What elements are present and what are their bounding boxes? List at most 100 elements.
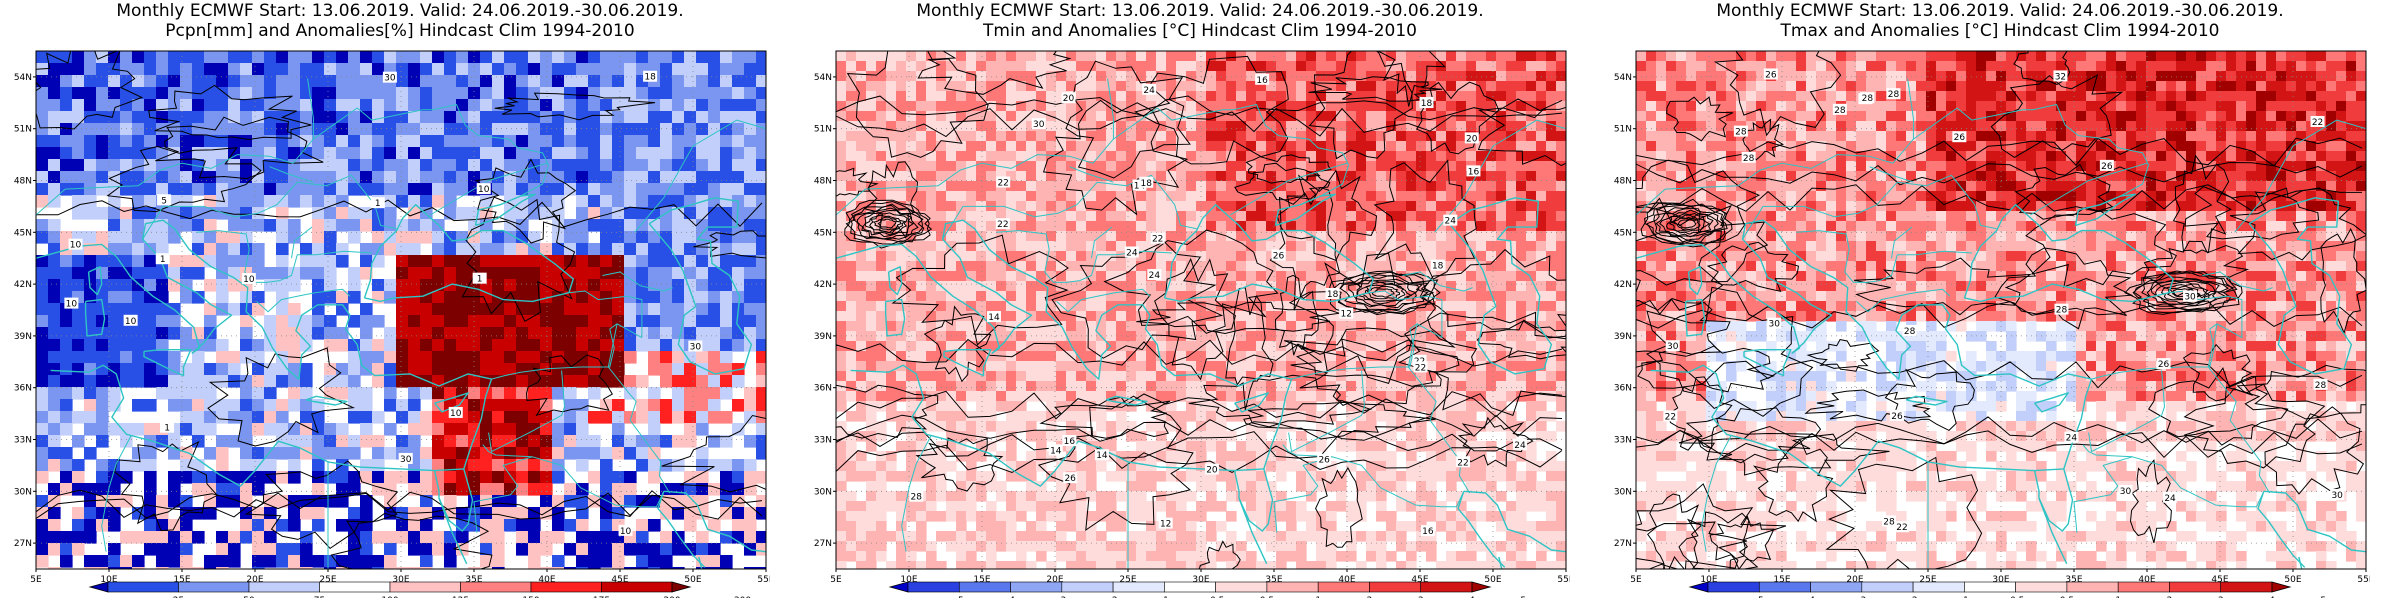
- colorbar-tick-label: 3: [1418, 596, 1424, 598]
- lat-label: 51N: [1614, 125, 1632, 135]
- colorbar-box: [1266, 581, 1319, 593]
- lat-label: 39N: [814, 332, 832, 342]
- contour-labels: 10 30 10 10 30 1 10 10 18 10 30 1 1 10 5 1: [64, 70, 703, 537]
- contour-label: 24: [1512, 438, 1527, 451]
- contour-label: 32: [2053, 70, 2068, 82]
- contour-label: 30: [1665, 340, 1680, 352]
- lon-label: 5E: [1630, 575, 1642, 585]
- contour-label: 28: [909, 490, 924, 503]
- svg-text:10: 10: [450, 409, 462, 419]
- lon-label: 35E: [465, 575, 482, 585]
- lon-label: 5E: [30, 575, 42, 585]
- contour-label: 20: [1464, 132, 1479, 144]
- lat-label: 42N: [14, 280, 32, 290]
- lon-label: 10E: [100, 575, 117, 585]
- lon-label: 30E: [392, 575, 409, 585]
- coastlines: [36, 193, 766, 569]
- contour-label: 24: [2064, 431, 2079, 444]
- colorbar-tick-label: 0.5: [2060, 596, 2074, 598]
- lat-label: 39N: [1614, 332, 1632, 342]
- svg-text:10: 10: [243, 275, 255, 285]
- graticule: [836, 51, 1566, 569]
- contour-label: 28: [2054, 303, 2069, 316]
- colorbar-box: [2117, 581, 2170, 593]
- contour-label: 12: [1339, 307, 1354, 320]
- colorbar-box: [907, 581, 960, 593]
- lat-label: 48N: [814, 177, 832, 187]
- colorbar-box: [2169, 581, 2222, 593]
- lon-label: 30E: [1992, 575, 2009, 585]
- colorbar-tick-label: 5: [2320, 596, 2326, 598]
- country-borders: [36, 78, 766, 569]
- colorbar-tick-label: -3: [1857, 596, 1866, 598]
- colorbar-tick-label: 200: [663, 596, 680, 598]
- contour-label: 22: [2310, 115, 2325, 128]
- tmax-map: 2422262830242826222830222628283230282628…: [1614, 50, 2370, 598]
- colorbar-box: [1964, 581, 2016, 593]
- contour-label: 18: [643, 70, 658, 83]
- contour-label: 1: [155, 253, 170, 265]
- contour-label: 16: [1420, 525, 1435, 537]
- lat-label: 45N: [1614, 228, 1632, 238]
- colorbar-box: [389, 581, 461, 593]
- panel-title-line2: Tmax and Anomalies [°C] Hindcast Clim 19…: [1780, 21, 2220, 41]
- contour-label: 24: [2163, 491, 2178, 504]
- colorbar-tick-label: -0.5: [1207, 596, 1225, 598]
- panel-title-line1: Monthly ECMWF Start: 13.06.2019. Valid: …: [916, 1, 1484, 21]
- contour-label: 16: [1255, 73, 1270, 86]
- colorbar-box: [530, 581, 602, 593]
- contour-label: 30: [1031, 118, 1046, 130]
- lon-label: 55E: [1557, 575, 1570, 585]
- colorbar-box: [1215, 581, 1268, 593]
- colorbar-box: [178, 581, 250, 593]
- colorbar-box: [1061, 581, 1114, 593]
- colorbar-box: [1112, 581, 1165, 593]
- colorbar-box: [1369, 581, 1422, 593]
- contour-label: 10: [476, 183, 491, 195]
- lat-label: 36N: [14, 384, 32, 394]
- lat-label: 45N: [814, 228, 832, 238]
- lat-label: 48N: [1614, 177, 1632, 187]
- contour-label: 18: [1430, 259, 1445, 272]
- lon-label: 20E: [1846, 575, 1863, 585]
- contour-label: 10: [123, 314, 138, 327]
- lon-label: 40E: [2138, 575, 2155, 585]
- contour-label: 26: [1952, 131, 1967, 143]
- lat-label: 33N: [1614, 436, 1632, 446]
- contour-label: 22: [1456, 456, 1471, 468]
- colorbar-box: [248, 581, 320, 593]
- contour-label: 24: [1443, 214, 1458, 227]
- contour-label: 10: [64, 297, 79, 310]
- contour-label: 30: [2183, 290, 2198, 303]
- contour-label: 12: [1158, 517, 1173, 530]
- svg-text:10: 10: [66, 300, 78, 310]
- colorbar-high-arrow: [671, 581, 692, 593]
- svg-text:30: 30: [690, 343, 702, 353]
- svg-text:1: 1: [375, 199, 381, 209]
- svg-text:1: 1: [477, 275, 483, 285]
- contour-label: 20: [1204, 463, 1219, 476]
- colorbar: -5 -4 -3 -2 -1 -0.5 0.5 1 2 3 4 5: [888, 581, 1526, 598]
- lat-label: 54N: [1614, 73, 1632, 83]
- contour-label: 26: [1271, 249, 1286, 262]
- svg-text:10: 10: [620, 527, 632, 537]
- contour-label: 20: [1061, 92, 1076, 104]
- colorbar-box: [601, 581, 673, 593]
- lat-label: 27N: [814, 539, 832, 549]
- svg-text:30: 30: [400, 455, 412, 465]
- contour-label: 28: [1832, 103, 1847, 116]
- lon-label: 25E: [1119, 575, 1136, 585]
- svg-text:5: 5: [161, 196, 167, 206]
- colorbar-box: [460, 581, 532, 593]
- lon-label: 55E: [757, 575, 770, 585]
- contour-label: 28: [1902, 324, 1917, 337]
- axis-labels: 54N 51N 48N 45N 42N 39N 36N 33N 30N 27N 5E 10E 15E 20…: [14, 73, 770, 585]
- contour-label: 28: [1860, 92, 1875, 104]
- lon-label: 20E: [1046, 575, 1063, 585]
- coastlines: [836, 193, 1566, 569]
- svg-text:10: 10: [125, 317, 137, 327]
- svg-text:18: 18: [644, 73, 656, 83]
- colorbar-box: [1317, 581, 1370, 593]
- lat-label: 30N: [1614, 487, 1632, 497]
- axis-labels: 54N 51N 48N 45N 42N 39N 36N 33N 30N 27N 5E 10E 15E 20…: [1614, 73, 2370, 585]
